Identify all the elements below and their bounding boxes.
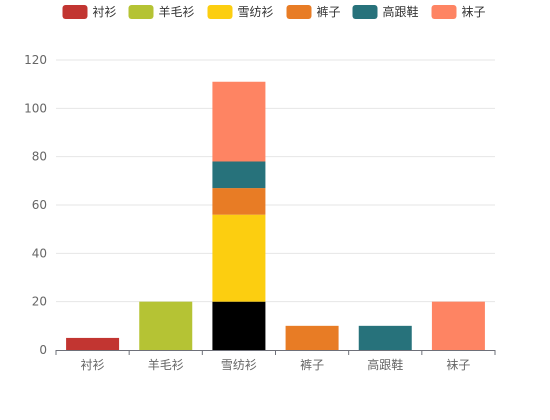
- legend-swatch[interactable]: [431, 5, 457, 19]
- legend-swatch[interactable]: [128, 5, 154, 19]
- bar-segment[interactable]: [285, 325, 339, 350]
- bar-segment[interactable]: [212, 188, 266, 215]
- legend-swatch[interactable]: [62, 5, 88, 19]
- x-tick-label: 袜子: [446, 358, 470, 372]
- legend-swatch[interactable]: [286, 5, 312, 19]
- legend-swatch[interactable]: [352, 5, 378, 19]
- bar-segment[interactable]: [212, 301, 266, 350]
- legend-item-label[interactable]: 雪纺衫: [238, 5, 274, 19]
- legend-item-label[interactable]: 袜子: [462, 5, 486, 19]
- x-tick-label: 裤子: [300, 358, 324, 372]
- legend-swatch[interactable]: [207, 5, 233, 19]
- legend-item-label[interactable]: 裤子: [317, 5, 341, 19]
- legend-item-label[interactable]: 羊毛衫: [159, 4, 195, 19]
- legend-item-label[interactable]: 衬衫: [93, 5, 117, 19]
- y-tick-label: 0: [39, 343, 47, 357]
- bar-segment[interactable]: [358, 325, 412, 350]
- y-tick-label: 20: [32, 295, 47, 309]
- x-tick-label: 高跟鞋: [367, 357, 403, 372]
- y-tick-label: 40: [32, 246, 47, 260]
- bar-segment[interactable]: [66, 337, 120, 350]
- legend-item-label[interactable]: 高跟鞋: [383, 4, 419, 19]
- bar-segment[interactable]: [212, 81, 266, 162]
- y-tick-label: 100: [24, 101, 47, 115]
- bar-segment[interactable]: [212, 161, 266, 189]
- x-tick-label: 衬衫: [81, 358, 105, 372]
- y-tick-label: 80: [32, 150, 47, 164]
- x-tick-label: 雪纺衫: [221, 358, 257, 372]
- y-tick-label: 120: [24, 53, 47, 67]
- y-tick-label: 60: [32, 198, 47, 212]
- x-tick-label: 羊毛衫: [148, 357, 184, 372]
- bar-segment[interactable]: [212, 214, 266, 302]
- bar-segment[interactable]: [431, 301, 485, 350]
- bar-segment[interactable]: [139, 301, 193, 350]
